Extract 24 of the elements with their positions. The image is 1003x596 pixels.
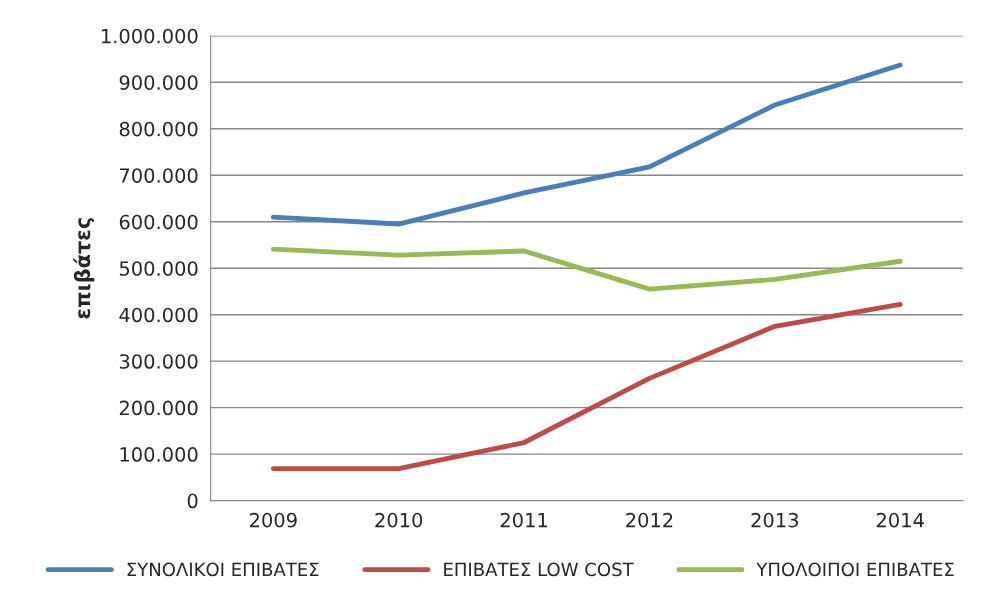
y-tick-label: 800.000 [119, 121, 198, 137]
y-tick-label: 200.000 [119, 400, 198, 416]
y-tick-label: 500.000 [119, 261, 198, 276]
x-tick-label: 2011 [500, 512, 548, 528]
legend-label: ΣΥΝΟΛΙΚΟΙ ΕΠΙΒΑΤΕΣ [127, 562, 319, 577]
y-axis-title: επιβάτες [73, 218, 95, 319]
legend-label: ΥΠΟΛΟΙΠΟΙ ΕΠΙΒΑΤΕΣ [756, 562, 954, 577]
y-tick-label: 100.000 [120, 447, 198, 462]
line-series [270, 62, 903, 227]
x-tick-label: 2010 [375, 512, 423, 528]
y-tick-label: 1.000.000 [102, 28, 198, 44]
line-series [270, 302, 903, 471]
y-tick-label: 600.000 [119, 214, 198, 230]
y-tick-label: 0 [187, 493, 198, 509]
y-tick-label: 900.000 [119, 75, 198, 90]
line-series [270, 246, 903, 292]
y-tick-label: 400.000 [119, 307, 198, 323]
x-tick-label: 2014 [876, 512, 924, 528]
x-tick-label: 2013 [751, 512, 798, 528]
y-tick-label: 300.000 [119, 354, 198, 369]
x-tick-label: 2012 [626, 512, 673, 528]
legend-label: ΕΠΙΒΑΤΕΣ LOW COST [444, 562, 634, 577]
y-tick-label: 700.000 [120, 168, 198, 183]
x-tick-label: 2009 [250, 512, 297, 528]
